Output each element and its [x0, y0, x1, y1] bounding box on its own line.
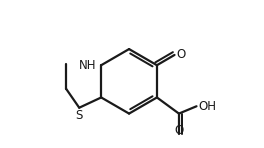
Text: O: O: [176, 48, 185, 61]
Text: NH: NH: [79, 59, 97, 72]
Text: O: O: [174, 124, 183, 137]
Text: S: S: [76, 109, 83, 122]
Text: OH: OH: [198, 100, 216, 113]
